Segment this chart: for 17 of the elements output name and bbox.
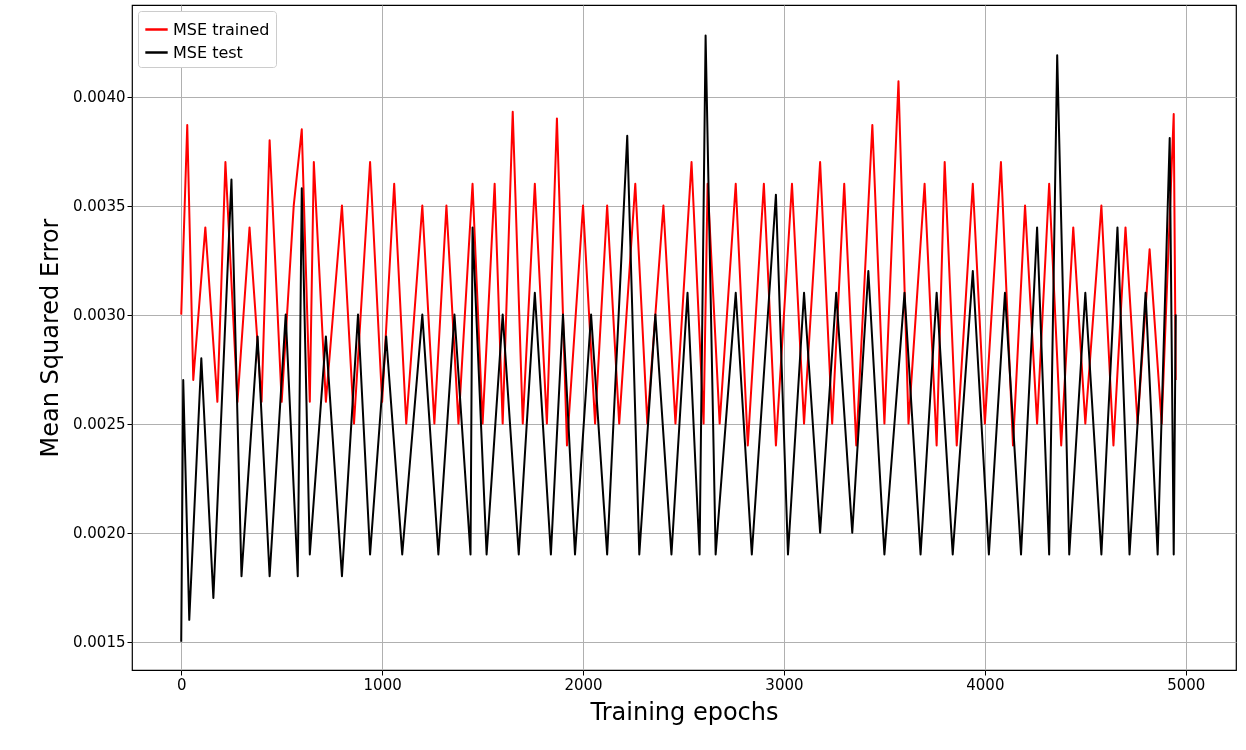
x-tick-label: 3000: [765, 675, 804, 694]
y-axis-title: Mean Squared Error: [36, 218, 65, 458]
y-tick-label: 0.0020: [73, 524, 126, 543]
x-axis-title: Training epochs: [589, 697, 779, 726]
y-tick-label: 0.0040: [73, 88, 126, 107]
x-tick-label: 5000: [1167, 675, 1206, 694]
y-tick-label: 0.0030: [73, 306, 126, 325]
x-tick-label: 2000: [564, 675, 603, 694]
x-tick-label: 1000: [363, 675, 402, 694]
line-series: [180, 80, 1177, 447]
legend-label: MSE test: [173, 42, 243, 62]
y-tick-label: 0.0015: [73, 633, 126, 652]
y-tick-label: 0.0025: [73, 415, 126, 434]
legend-label: MSE trained: [173, 19, 270, 39]
y-tick-label: 0.0035: [73, 197, 126, 216]
x-tick-label: 4000: [966, 675, 1005, 694]
x-tick-label: 0: [176, 675, 187, 694]
